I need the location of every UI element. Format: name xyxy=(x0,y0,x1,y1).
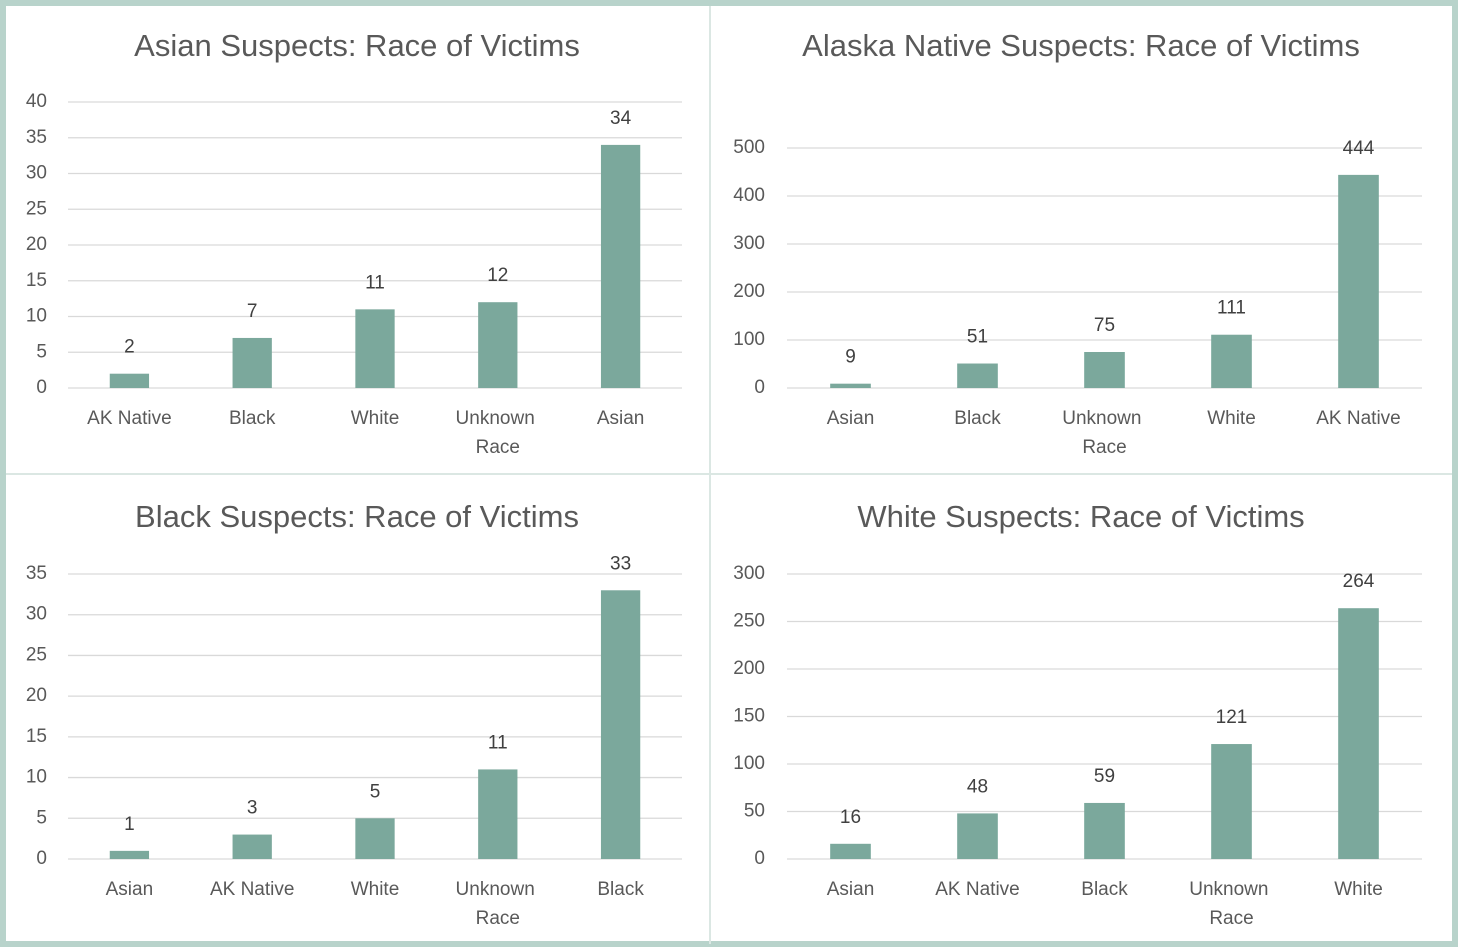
y-tick-label: 20 xyxy=(26,234,47,255)
x-tick-label: AK Native xyxy=(935,879,1019,900)
data-label: 48 xyxy=(967,776,988,797)
x-tick-label: White xyxy=(351,879,400,900)
data-label: 51 xyxy=(967,327,988,348)
data-label: 2 xyxy=(124,337,135,358)
y-tick-label: 150 xyxy=(733,706,765,727)
bar xyxy=(957,363,998,388)
x-tick-label: Black xyxy=(597,879,644,900)
chart-title: White Suspects: Race of Victims xyxy=(857,499,1304,534)
y-tick-label: 50 xyxy=(744,801,765,822)
y-tick-label: 5 xyxy=(36,807,47,828)
chart-title: Alaska Native Suspects: Race of Victims xyxy=(802,28,1360,63)
data-label: 75 xyxy=(1094,315,1115,336)
y-tick-label: 100 xyxy=(733,753,765,774)
bar xyxy=(600,144,641,388)
data-label: 7 xyxy=(247,301,258,322)
bar xyxy=(109,850,150,859)
bar xyxy=(1338,608,1379,859)
bar xyxy=(355,818,395,859)
y-tick-label: 10 xyxy=(26,767,47,788)
bar xyxy=(1211,744,1252,859)
y-tick-label: 0 xyxy=(36,848,47,869)
y-tick-label: 200 xyxy=(733,281,765,302)
x-tick-label: Asian xyxy=(106,879,154,900)
x-tick-label: Black xyxy=(229,408,276,429)
bar xyxy=(109,373,150,388)
data-label: 33 xyxy=(610,553,631,574)
data-label: 264 xyxy=(1343,571,1375,592)
data-label: 1 xyxy=(124,814,135,835)
x-tick-label: Black xyxy=(1081,879,1128,900)
x-tick-label: White xyxy=(351,408,400,429)
y-tick-label: 0 xyxy=(754,848,765,869)
y-tick-label: 5 xyxy=(36,341,47,362)
data-label: 11 xyxy=(365,272,385,293)
y-tick-label: 20 xyxy=(26,685,47,706)
data-label: 11 xyxy=(488,732,508,753)
data-label: 111 xyxy=(1217,298,1246,319)
chart-title: Black Suspects: Race of Victims xyxy=(135,499,579,534)
y-tick-label: 0 xyxy=(754,377,765,398)
bar xyxy=(232,834,272,859)
x-tick-label: AK Native xyxy=(210,879,294,900)
y-tick-label: 15 xyxy=(26,726,47,747)
x-tick-label: Unknown Race xyxy=(456,408,541,458)
data-label: 9 xyxy=(845,347,856,368)
y-tick-label: 300 xyxy=(733,233,765,254)
y-tick-label: 300 xyxy=(733,563,765,584)
bar xyxy=(355,309,395,388)
data-label: 3 xyxy=(247,798,258,819)
data-label: 12 xyxy=(487,265,508,286)
y-tick-label: 35 xyxy=(26,127,47,148)
x-tick-label: Black xyxy=(954,408,1001,429)
bar xyxy=(1338,174,1379,388)
y-tick-label: 200 xyxy=(733,658,765,679)
x-tick-label: White xyxy=(1207,408,1256,429)
y-tick-label: 35 xyxy=(26,563,47,584)
y-tick-label: 400 xyxy=(733,185,765,206)
bar xyxy=(830,383,871,388)
x-tick-label: Asian xyxy=(597,408,645,429)
bar xyxy=(600,590,641,859)
x-tick-label: AK Native xyxy=(87,408,171,429)
y-tick-label: 25 xyxy=(26,198,47,219)
chart-title: Asian Suspects: Race of Victims xyxy=(134,28,580,63)
y-tick-label: 25 xyxy=(26,644,47,665)
y-tick-label: 0 xyxy=(36,377,47,398)
data-label: 16 xyxy=(840,807,861,828)
y-tick-label: 100 xyxy=(733,329,765,350)
data-label: 5 xyxy=(370,781,381,802)
x-tick-label: Asian xyxy=(827,408,875,429)
x-tick-label: Unknown Race xyxy=(1062,408,1147,458)
bar xyxy=(1211,334,1252,388)
x-tick-label: Unknown Race xyxy=(1189,879,1274,929)
x-tick-label: Unknown Race xyxy=(456,879,541,929)
x-tick-label: Asian xyxy=(827,879,875,900)
data-label: 59 xyxy=(1094,766,1115,787)
y-tick-label: 30 xyxy=(26,163,47,184)
x-tick-label: AK Native xyxy=(1316,408,1400,429)
y-tick-label: 500 xyxy=(733,137,765,158)
bar xyxy=(478,302,518,388)
bar xyxy=(1084,352,1125,388)
bar xyxy=(957,813,998,859)
data-label: 34 xyxy=(610,108,632,129)
y-tick-label: 30 xyxy=(26,604,47,625)
x-tick-label: White xyxy=(1334,879,1383,900)
bar xyxy=(232,337,272,388)
y-tick-label: 250 xyxy=(733,611,765,632)
bar xyxy=(478,769,518,859)
data-label: 444 xyxy=(1343,138,1375,159)
y-tick-label: 40 xyxy=(26,91,47,112)
bar xyxy=(830,843,871,859)
y-tick-label: 15 xyxy=(26,270,47,291)
y-tick-label: 10 xyxy=(26,306,47,327)
bar xyxy=(1084,802,1125,859)
data-label: 121 xyxy=(1216,707,1248,728)
